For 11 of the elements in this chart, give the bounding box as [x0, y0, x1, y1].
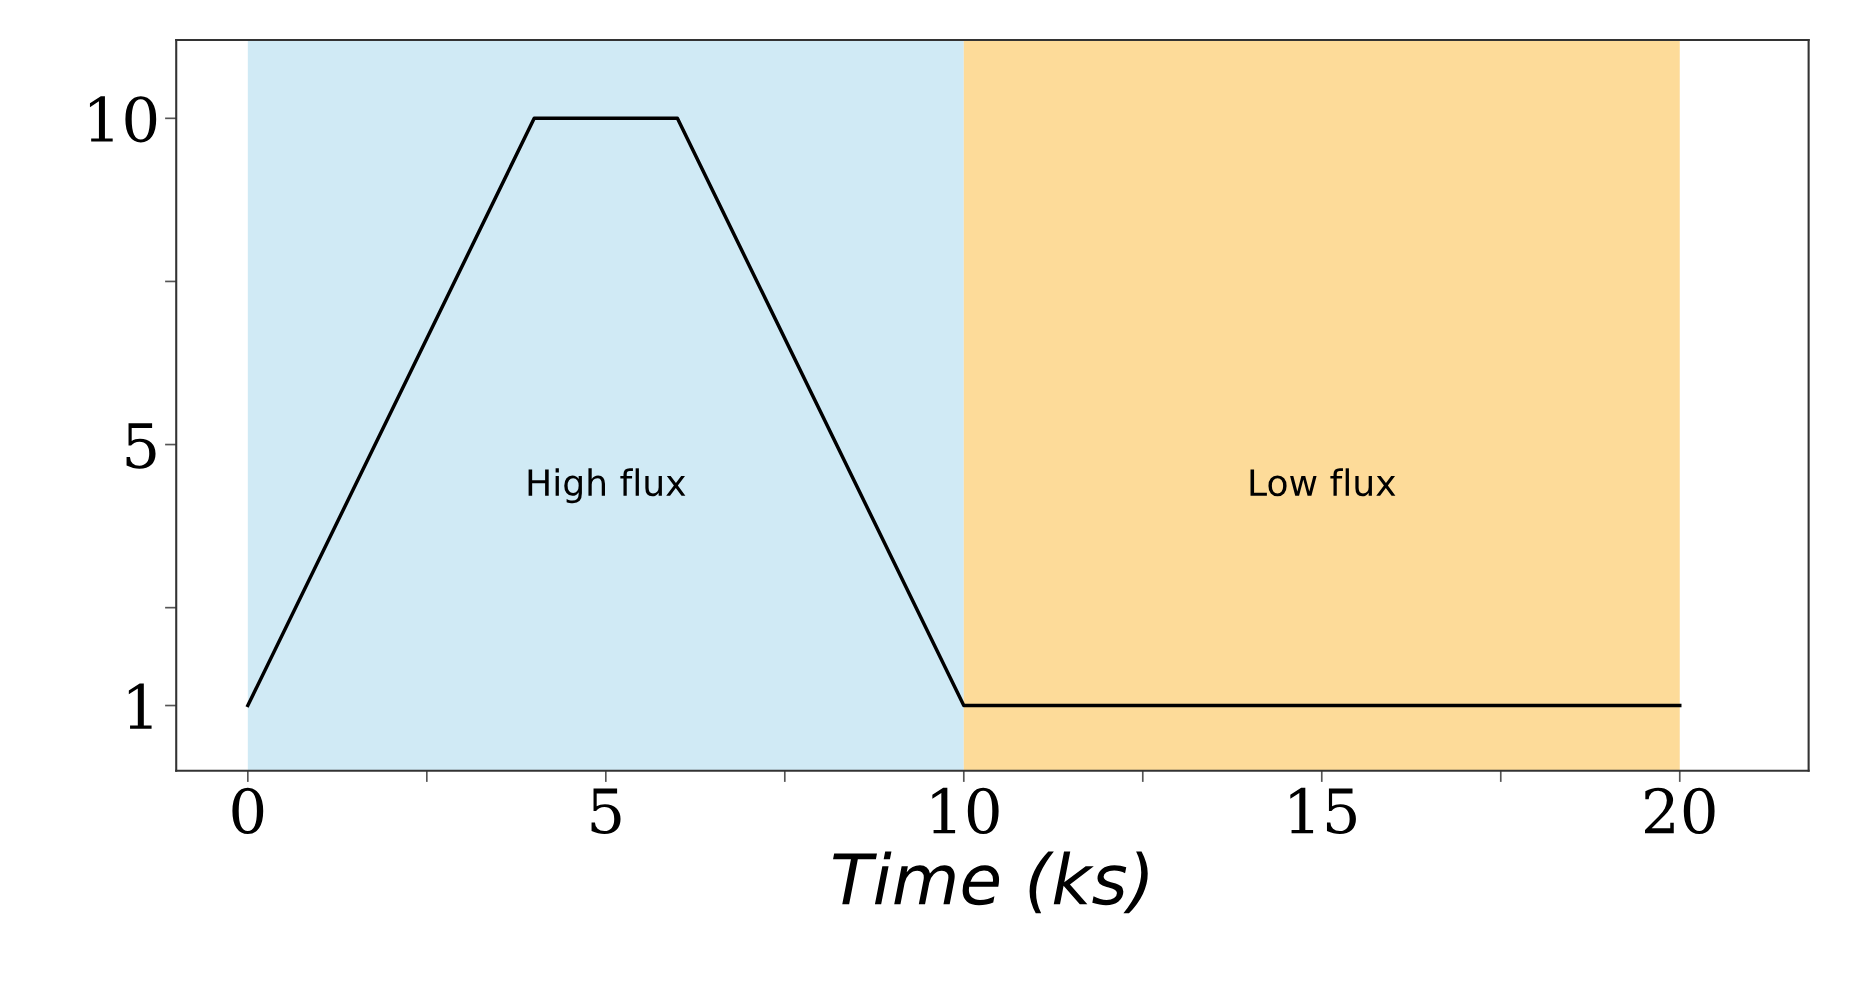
y-tick-label: 10: [89, 96, 157, 143]
band-label: Low flux: [1250, 468, 1396, 497]
x-tick-label: 5: [591, 788, 621, 835]
x-tick-label: 10: [932, 787, 999, 835]
x-tick-label: 0: [232, 787, 264, 835]
x-tick-label: 20: [1645, 787, 1715, 835]
y-tick-label: 5: [126, 423, 156, 469]
band-label: High flux: [528, 468, 686, 504]
x-tick-label: 15: [1290, 787, 1356, 835]
x-axis-title: Time (ks): [833, 851, 1148, 914]
y-tick-label: 1: [128, 683, 152, 729]
